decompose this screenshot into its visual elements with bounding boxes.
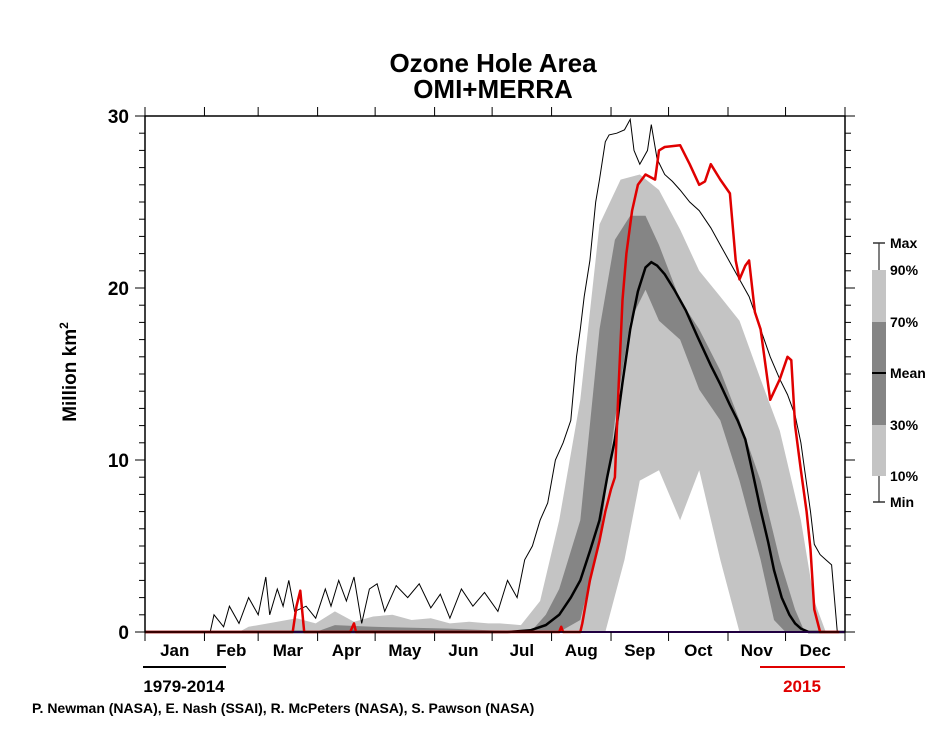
- percentile-bands: [145, 174, 845, 633]
- legend-label: 10%: [890, 468, 919, 484]
- y-axis-label: Million km2: [57, 322, 81, 422]
- legend-label: 70%: [890, 314, 919, 330]
- band-10-area: [145, 470, 845, 632]
- climatology-label: 1979-2014: [143, 677, 225, 696]
- x-tick-label-jan: Jan: [160, 641, 189, 660]
- max-line: [145, 117, 845, 633]
- legend-label: 30%: [890, 417, 919, 433]
- legend-swatch-70-90: [872, 270, 886, 322]
- legend-label: Max: [890, 235, 917, 251]
- y-tick-label: 10: [108, 451, 129, 472]
- y-tick-label: 0: [118, 623, 129, 644]
- y-axis-label-superscript: 2: [57, 322, 71, 329]
- chart-title: Ozone Hole Area: [389, 48, 597, 78]
- y-axis-label-text: Million km: [60, 329, 81, 422]
- year-2015-line: [145, 143, 840, 634]
- x-tick-label-dec: Dec: [800, 641, 831, 660]
- x-tick-label-may: May: [388, 641, 422, 660]
- x-tick-label-jul: Jul: [510, 641, 535, 660]
- y-tick-label: 30: [108, 107, 129, 128]
- chart-subtitle: OMI+MERRA: [413, 74, 573, 104]
- year-label: 2015: [783, 677, 821, 696]
- x-tick-label-apr: Apr: [332, 641, 362, 660]
- credit-text: P. Newman (NASA), E. Nash (SSAI), R. McP…: [32, 700, 534, 716]
- legend-label: Mean: [890, 365, 926, 381]
- x-tick-label-feb: Feb: [216, 641, 246, 660]
- x-tick-label-sep: Sep: [624, 641, 655, 660]
- x-tick-label-aug: Aug: [565, 641, 598, 660]
- legend-label: Min: [890, 494, 914, 510]
- x-tick-label-mar: Mar: [273, 641, 304, 660]
- y-tick-label: 20: [108, 279, 129, 300]
- legend-swatch-10-30: [872, 425, 886, 476]
- legend: Max 90% 70% Mean 30% 10% Min: [872, 235, 926, 510]
- mean-line: [145, 260, 845, 634]
- x-tick-label-oct: Oct: [684, 641, 713, 660]
- x-tick-label-jun: Jun: [448, 641, 478, 660]
- x-tick-label-nov: Nov: [741, 641, 774, 660]
- axes: 0 10 20 30 Jan Feb Mar Apr May Jun Jul Aug Sep Oct Nov…: [108, 107, 855, 660]
- legend-label: 90%: [890, 262, 919, 278]
